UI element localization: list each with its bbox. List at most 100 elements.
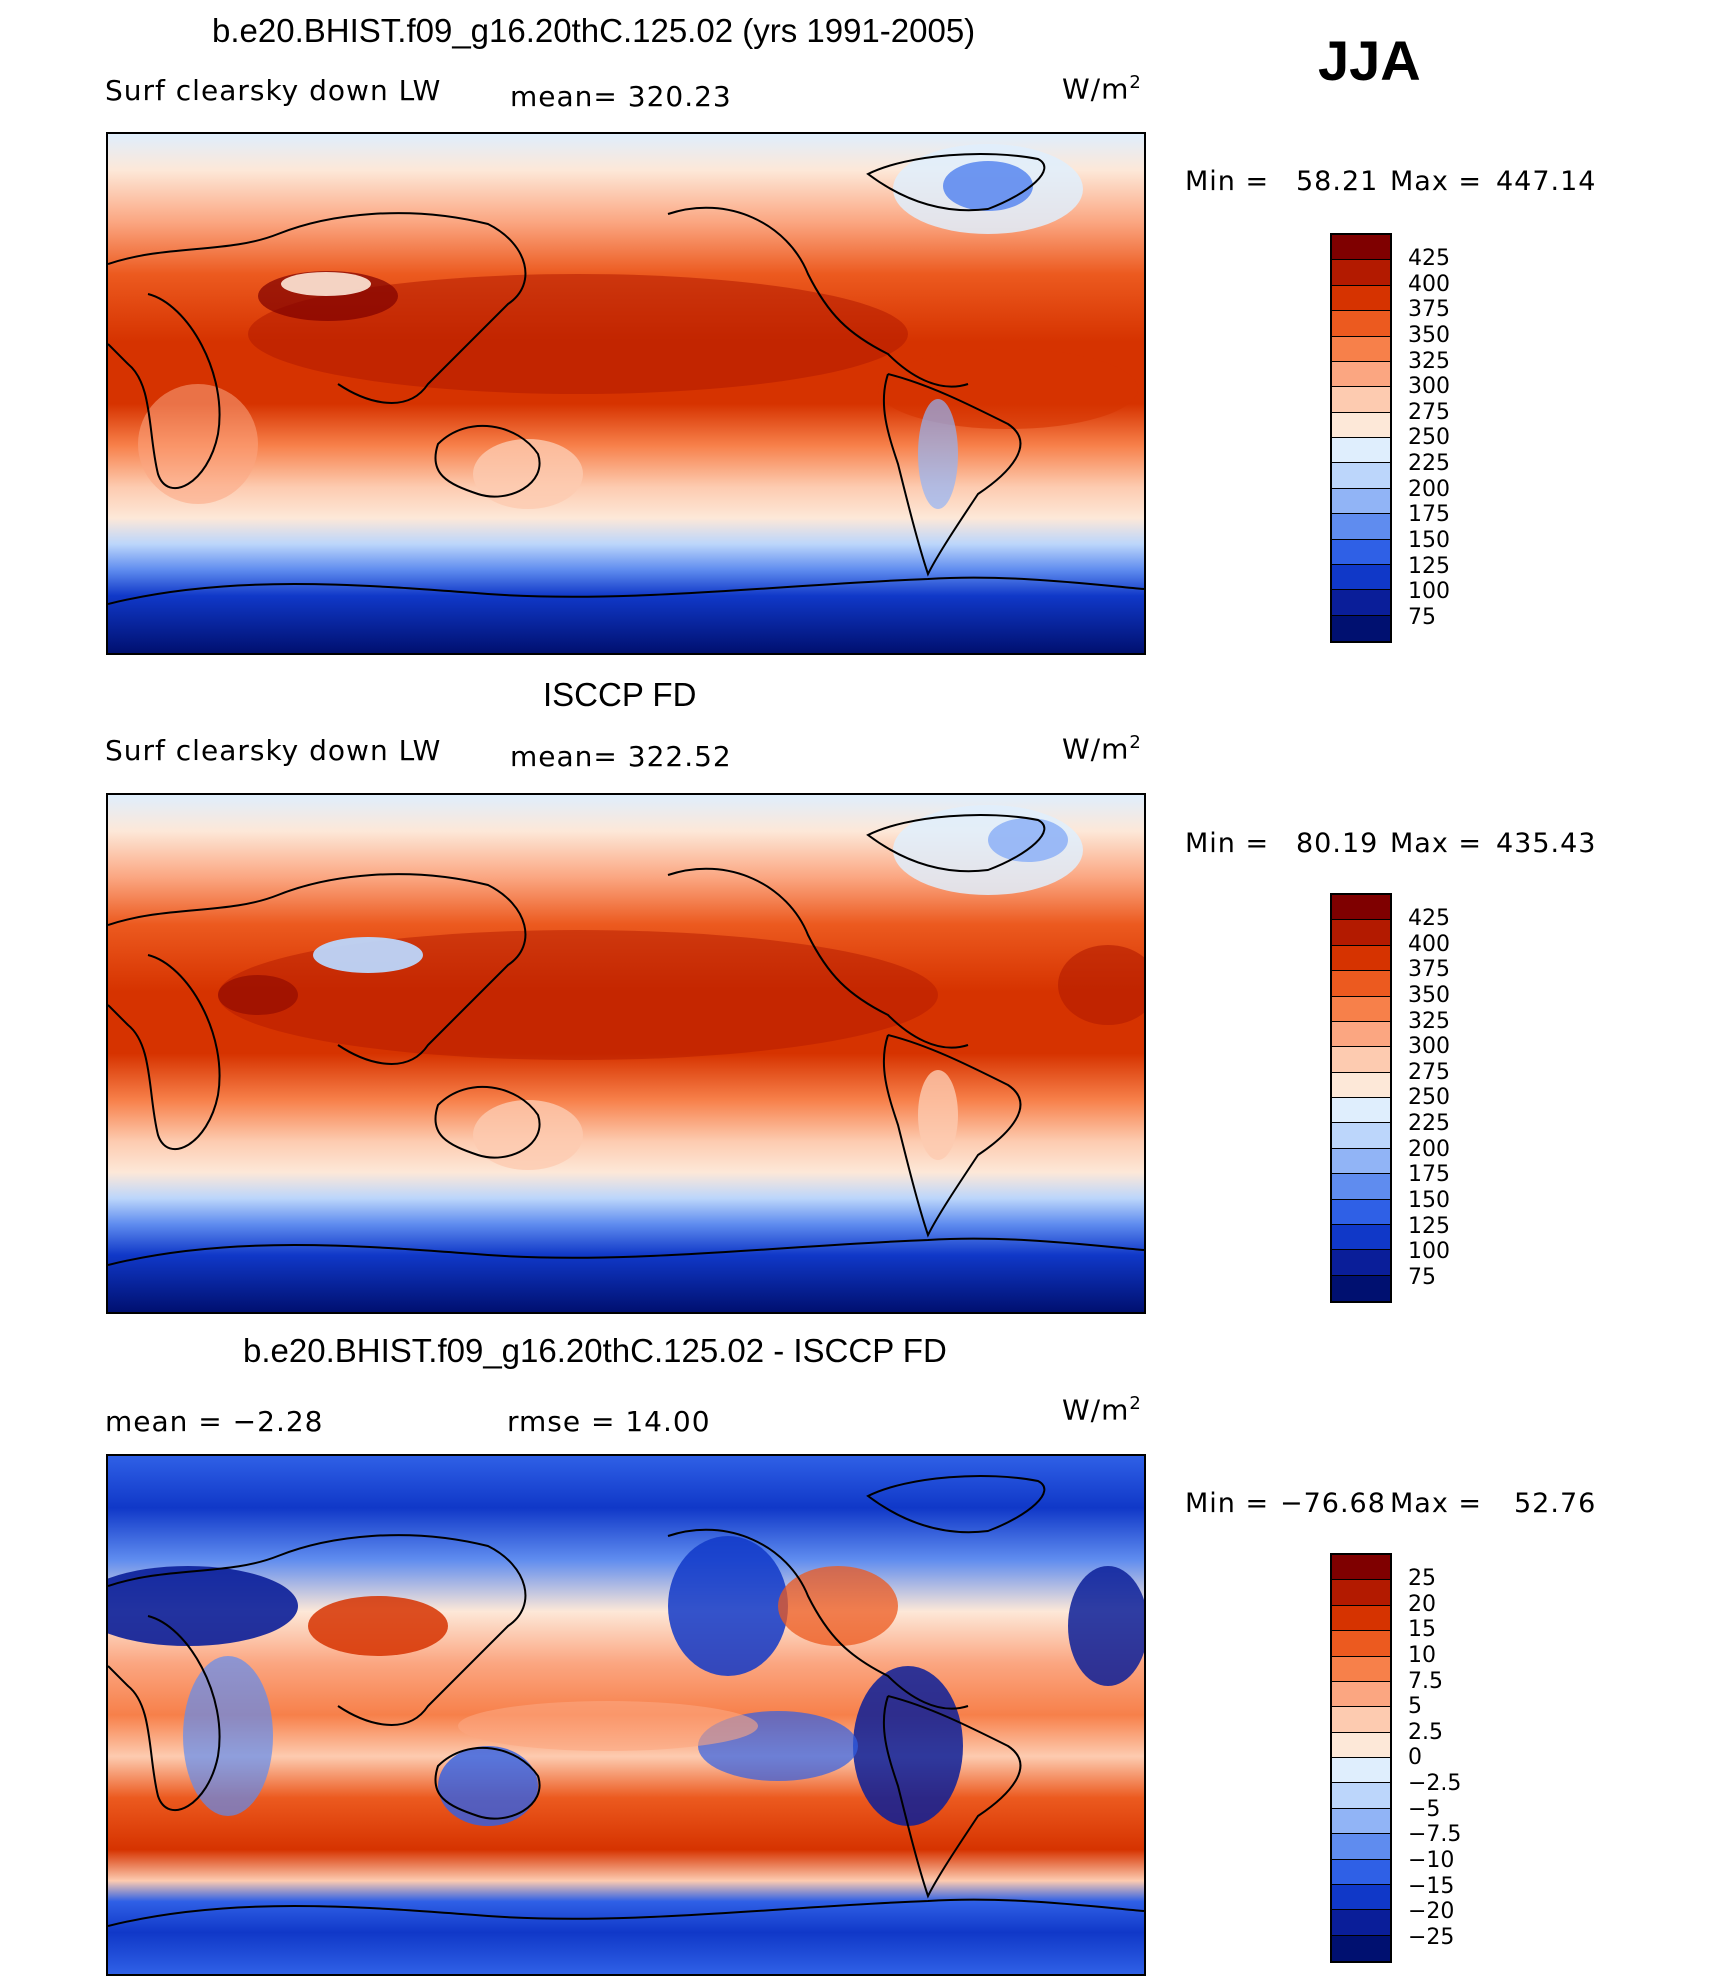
panel2-variable-label: Surf clearsky down LW	[105, 734, 442, 767]
colorbar-box	[1332, 514, 1390, 540]
colorbar-box	[1332, 1250, 1390, 1276]
colorbar-box	[1332, 1681, 1390, 1708]
panel3-min-label: Min =	[1185, 1488, 1270, 1519]
colorbar-box	[1332, 1021, 1390, 1048]
panel3-map-field	[108, 1456, 1144, 1974]
colorbar-tick-label: 75	[1408, 604, 1436, 630]
colorbar-tick-label: 175	[1408, 1162, 1450, 1188]
panel1-max-value: 447.14	[1496, 166, 1597, 197]
colorbar-tick-label: 275	[1408, 399, 1450, 425]
panel2-units: W/m2	[1062, 732, 1142, 766]
colorbar-tick-label: 2.5	[1408, 1719, 1443, 1745]
colorbar-box	[1332, 1783, 1390, 1809]
colorbar-tick-label: 125	[1408, 1213, 1450, 1239]
colorbar-box	[1332, 412, 1390, 438]
colorbar-tick-label: 175	[1408, 502, 1450, 528]
colorbar-tick-label: 75	[1408, 1264, 1436, 1290]
colorbar-box	[1332, 615, 1390, 641]
panel1-min-value: 58.21	[1296, 166, 1379, 197]
colorbar-tick-label: −15	[1408, 1873, 1455, 1899]
colorbar-tick-label: 200	[1408, 476, 1450, 502]
colorbar-box	[1332, 971, 1390, 997]
panel2-min-label: Min =	[1185, 828, 1270, 859]
colorbar-tick-label: −10	[1408, 1847, 1455, 1873]
colorbar-box	[1332, 996, 1390, 1022]
colorbar-box	[1332, 1148, 1390, 1175]
panel3-min-value: −76.68	[1280, 1488, 1386, 1519]
panel2-map	[106, 793, 1146, 1314]
colorbar-box	[1332, 1224, 1390, 1251]
colorbar-tick-label: 250	[1408, 1085, 1450, 1111]
colorbar-tick-label: 15	[1408, 1617, 1436, 1643]
colorbar-box	[1332, 590, 1390, 616]
panel1-units: W/m2	[1062, 72, 1142, 106]
colorbar-tick-label: 300	[1408, 374, 1450, 400]
panel1-map-field	[108, 134, 1144, 653]
colorbar-tick-label: 350	[1408, 982, 1450, 1008]
colorbar-tick-label: 225	[1408, 451, 1450, 476]
colorbar-tick-label: 275	[1408, 1059, 1450, 1085]
colorbar-tick-label: 400	[1408, 931, 1450, 957]
colorbar-tick-label: 425	[1408, 246, 1450, 271]
colorbar-box	[1332, 1808, 1390, 1835]
colorbar-tick-label: 125	[1408, 553, 1450, 579]
panel1-map	[106, 132, 1146, 655]
colorbar-box	[1332, 1275, 1390, 1301]
panel3-max-value: 52.76	[1514, 1488, 1597, 1519]
season-label: JJA	[1318, 29, 1421, 92]
colorbar-tick-label: −25	[1408, 1924, 1455, 1950]
colorbar-tick-label: 325	[1408, 348, 1450, 374]
colorbar-box	[1332, 895, 1390, 921]
colorbar-tick-label: −2.5	[1408, 1771, 1462, 1796]
colorbar-box	[1332, 361, 1390, 388]
panel2-title: ISCCP FD	[543, 676, 697, 713]
panel2-max-value: 435.43	[1496, 828, 1597, 859]
colorbar-tick-label: 150	[1408, 527, 1450, 553]
panel3-title: b.e20.BHIST.f09_g16.20thC.125.02 - ISCCP…	[243, 1332, 947, 1369]
panel1-title: b.e20.BHIST.f09_g16.20thC.125.02 (yrs 19…	[212, 12, 976, 49]
panel1-max-label: Max =	[1390, 166, 1483, 197]
panel3-colorbar	[1330, 1553, 1392, 1963]
colorbar-box	[1332, 1910, 1390, 1936]
colorbar-box	[1332, 1707, 1390, 1733]
colorbar-box	[1332, 235, 1390, 261]
colorbar-box	[1332, 1859, 1390, 1885]
panel2-max-label: Max =	[1390, 828, 1483, 859]
colorbar-tick-label: 20	[1408, 1591, 1436, 1617]
colorbar-box	[1332, 920, 1390, 946]
colorbar-tick-label: 100	[1408, 579, 1450, 605]
colorbar-box	[1332, 1580, 1390, 1606]
colorbar-tick-label: 25	[1408, 1566, 1436, 1591]
colorbar-box	[1332, 1605, 1390, 1632]
colorbar-box	[1332, 1631, 1390, 1657]
colorbar-tick-label: 300	[1408, 1034, 1450, 1060]
panel3-map	[106, 1454, 1146, 1976]
colorbar-box	[1332, 1884, 1390, 1911]
colorbar-box	[1332, 438, 1390, 464]
colorbar-tick-label: 225	[1408, 1111, 1450, 1136]
colorbar-tick-label: −7.5	[1408, 1822, 1462, 1848]
colorbar-box	[1332, 1758, 1390, 1784]
colorbar-box	[1332, 564, 1390, 591]
colorbar-box	[1332, 336, 1390, 362]
colorbar-tick-label: 150	[1408, 1187, 1450, 1213]
colorbar-box	[1332, 387, 1390, 413]
colorbar-box	[1332, 1834, 1390, 1860]
colorbar-tick-label: 10	[1408, 1642, 1436, 1668]
panel1-min-label: Min =	[1185, 166, 1270, 197]
colorbar-tick-label: 375	[1408, 297, 1450, 323]
colorbar-tick-label: 5	[1408, 1694, 1422, 1720]
colorbar-box	[1332, 1047, 1390, 1073]
colorbar-box	[1332, 1732, 1390, 1758]
panel2-map-field	[108, 795, 1144, 1312]
colorbar-tick-label: 100	[1408, 1239, 1450, 1265]
colorbar-box	[1332, 945, 1390, 972]
panel1-variable-label: Surf clearsky down LW	[105, 74, 442, 107]
colorbar-tick-label: −20	[1408, 1899, 1455, 1925]
colorbar-box	[1332, 1656, 1390, 1682]
colorbar-tick-label: 250	[1408, 425, 1450, 451]
colorbar-box	[1332, 311, 1390, 337]
panel2-mean-label: mean= 322.52	[510, 740, 732, 773]
colorbar-box	[1332, 1199, 1390, 1225]
panel2-colorbar	[1330, 893, 1392, 1303]
